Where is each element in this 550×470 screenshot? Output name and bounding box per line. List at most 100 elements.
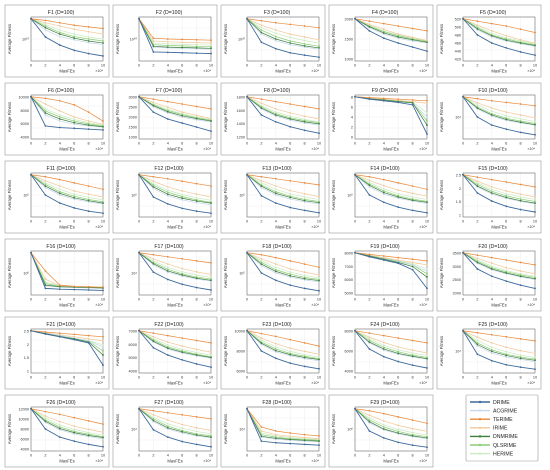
data-point-dnmrime (102, 42, 104, 44)
x-tick-label: 8 (88, 64, 90, 68)
y-axis-label: Average Fitness (439, 180, 444, 210)
data-point-terime (368, 96, 371, 99)
data-point-qlsrime (382, 346, 385, 349)
data-point-qlsrime (397, 350, 400, 353)
data-point-herime (303, 196, 306, 198)
x-tick-label: 6 (73, 454, 75, 458)
y-tick-label: 6000 (129, 343, 137, 347)
data-point-dnmrime (289, 353, 292, 356)
chart-panel-f4: F4 (D=100) Average Fitness 1000 1500 2000 0 2 4… (328, 4, 434, 78)
data-point-dnmrime (368, 341, 371, 343)
y-tick-label: 3000 (453, 265, 461, 269)
data-point-terime (303, 433, 306, 436)
data-point-drime (102, 445, 104, 448)
y-tick-label: 10⁴ (455, 116, 461, 120)
data-point-drime (30, 407, 32, 410)
series-line-acgrime (138, 408, 212, 439)
x-tick-label: 4 (59, 220, 61, 224)
data-point-drime (426, 133, 428, 135)
legend-label: HERIME (493, 451, 514, 457)
data-point-irime (289, 347, 292, 350)
data-point-drime (534, 368, 536, 371)
x-tick-label: 10 (425, 298, 429, 302)
data-point-terime (195, 105, 198, 108)
data-point-terime (303, 105, 306, 108)
data-point-drime (210, 130, 212, 133)
chart-panel-f13: F13 (D=100) Average Fitness 10⁵ 0 2 4 6 8 10×10⁴… (220, 160, 326, 234)
data-point-irime (87, 120, 90, 122)
series-line-dnmrime (462, 174, 536, 204)
data-point-herime (181, 43, 184, 46)
data-point-herime (44, 181, 47, 184)
y-axis-label: Average Fitness (115, 102, 120, 132)
y-tick-label: 8000 (21, 428, 29, 432)
x-axis-label: MaxFEs (383, 147, 398, 152)
data-point-herime (289, 350, 292, 353)
data-point-herime (44, 417, 47, 419)
data-point-dnmrime (152, 104, 155, 107)
data-point-herime (382, 424, 385, 426)
data-point-acgrime (210, 203, 212, 206)
x-tick-label: 8 (520, 298, 522, 302)
x-tick-label: 8 (304, 298, 306, 302)
data-point-irime (318, 437, 320, 440)
data-point-irime (476, 101, 479, 104)
data-point-qlsrime (368, 339, 371, 342)
data-point-irime (44, 415, 47, 417)
plot-area (462, 16, 536, 62)
x-tick-label: 2 (44, 142, 46, 146)
y-tick-label: 3000 (129, 96, 137, 100)
data-point-drime (462, 173, 464, 176)
series-line-irime (30, 252, 104, 288)
data-point-herime (289, 36, 292, 39)
data-point-irime (152, 101, 155, 104)
data-point-terime (397, 415, 400, 418)
data-point-qlsrime (318, 45, 320, 48)
x-multiplier: ×10⁴ (527, 303, 535, 307)
data-point-terime (303, 342, 306, 344)
data-point-terime (87, 185, 90, 187)
data-point-dnmrime (210, 47, 212, 50)
data-point-herime (181, 193, 184, 196)
x-tick-label: 0 (354, 142, 356, 146)
data-point-drime (102, 364, 104, 367)
data-point-irime (397, 189, 400, 192)
data-point-drime (87, 210, 90, 213)
x-tick-label: 6 (73, 376, 75, 380)
data-point-terime (289, 23, 292, 26)
x-multiplier: ×10⁴ (311, 381, 319, 385)
data-point-dnmrime (274, 349, 277, 352)
series-line-drime (246, 408, 320, 446)
data-point-terime (87, 285, 90, 288)
x-axis-label: MaxFEs (275, 69, 290, 74)
series-line-dnmrime (246, 96, 320, 125)
series-line-drime (246, 330, 320, 370)
data-point-drime (246, 17, 248, 20)
x-tick-label: 0 (354, 454, 356, 458)
data-point-irime (534, 352, 536, 355)
x-tick-label: 0 (138, 142, 140, 146)
data-point-acgrime (411, 264, 414, 266)
series-line-irime (246, 18, 320, 41)
x-tick-label: 2 (260, 298, 262, 302)
data-point-qlsrime (274, 190, 277, 193)
x-tick-label: 8 (88, 142, 90, 146)
series-line-herime (354, 330, 428, 356)
x-tick-label: 4 (383, 142, 385, 146)
data-point-herime (289, 115, 292, 118)
data-point-herime (519, 118, 522, 120)
series-line-terime (354, 18, 428, 32)
data-point-terime (260, 332, 263, 335)
data-point-drime (166, 278, 169, 281)
legend-marker (478, 443, 482, 447)
x-tick-label: 6 (505, 376, 507, 380)
data-point-irime (426, 39, 428, 42)
data-point-herime (505, 192, 508, 195)
series-line-drime (246, 18, 320, 58)
data-point-herime (397, 428, 400, 431)
data-point-dnmrime (58, 192, 61, 195)
data-point-dnmrime (274, 114, 277, 116)
data-point-dnmrime (426, 437, 428, 439)
data-point-acgrime (73, 123, 76, 126)
series-line-terime (246, 18, 320, 29)
